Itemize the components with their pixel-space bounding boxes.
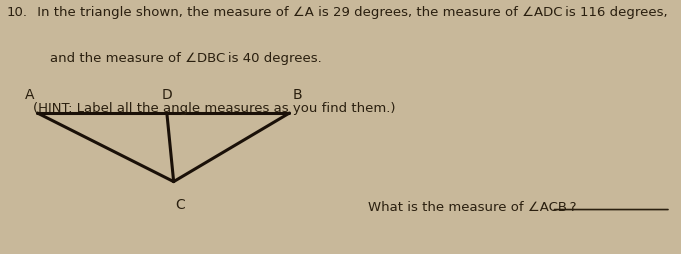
Text: B: B: [293, 88, 302, 102]
Text: What is the measure of ∠ACB ?: What is the measure of ∠ACB ?: [368, 201, 576, 214]
Text: In the triangle shown, the measure of ∠A is 29 degrees, the measure of ∠ADC is 1: In the triangle shown, the measure of ∠A…: [33, 6, 667, 19]
Text: 10.: 10.: [7, 6, 28, 19]
Text: (HINT: Label all the angle measures as you find them.): (HINT: Label all the angle measures as y…: [33, 102, 395, 115]
Text: A: A: [25, 88, 34, 102]
Text: and the measure of ∠DBC is 40 degrees.: and the measure of ∠DBC is 40 degrees.: [33, 52, 321, 65]
Text: D: D: [161, 88, 172, 102]
Text: C: C: [176, 198, 185, 212]
